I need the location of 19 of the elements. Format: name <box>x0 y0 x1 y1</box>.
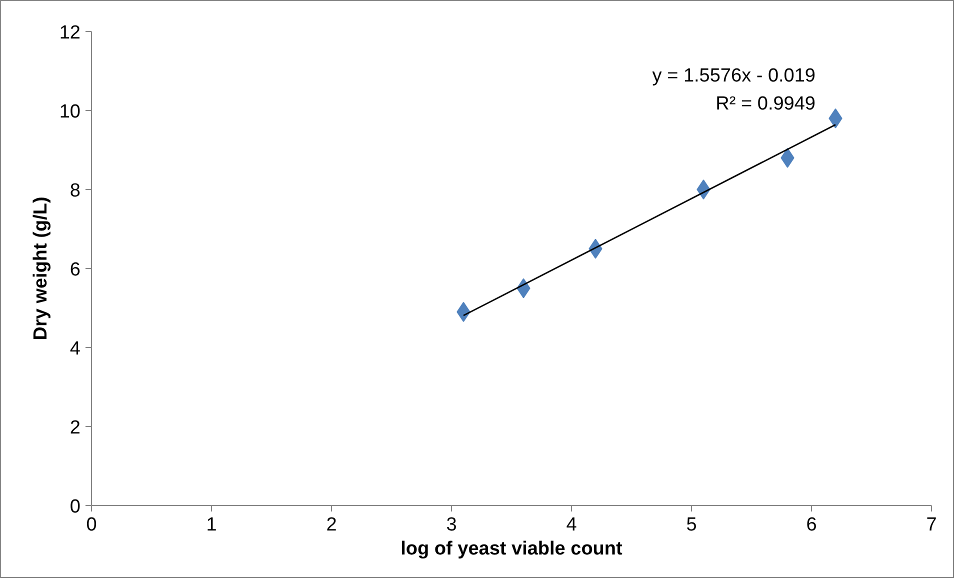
y-tick-label: 4 <box>70 338 81 360</box>
x-axis-title: log of yeast viable count <box>400 538 624 560</box>
x-tick-label: 3 <box>446 514 457 536</box>
x-tick-label: 6 <box>806 514 817 536</box>
annotation: R² = 0.9949 <box>716 94 816 115</box>
x-tick-label: 5 <box>686 514 697 536</box>
annotation: y = 1.5576x - 0.019 <box>652 66 816 87</box>
x-tick-label: 2 <box>326 514 337 536</box>
y-axis-title: Dry weight (g/L) <box>30 196 52 340</box>
y-tick-label: 0 <box>70 496 81 518</box>
x-tick-label: 1 <box>206 514 217 536</box>
y-tick-label: 12 <box>59 22 81 44</box>
y-tick-label: 2 <box>70 418 81 438</box>
y-tick-label: 8 <box>70 180 81 202</box>
x-tick-label: 7 <box>926 514 937 536</box>
x-tick-label: 4 <box>566 514 578 536</box>
y-tick-label: 6 <box>70 260 81 280</box>
y-tick-label: 10 <box>59 102 81 122</box>
x-tick-label: 0 <box>86 514 97 536</box>
